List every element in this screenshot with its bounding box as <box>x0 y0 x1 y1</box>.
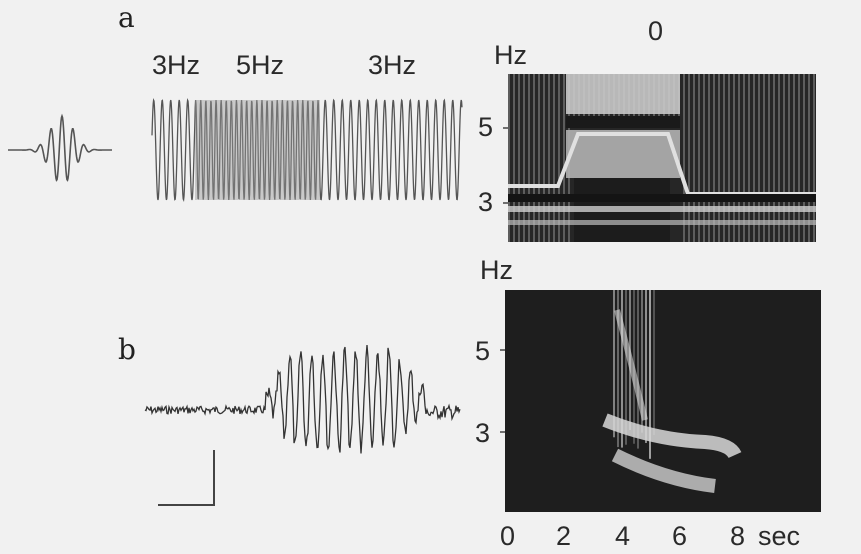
spectrogram-a-stripe <box>563 74 565 242</box>
spectrogram-a-stripe <box>728 74 730 242</box>
spectrogram-a-stripe <box>523 74 525 242</box>
spectrogram-a-stripe <box>558 74 560 242</box>
spectrogram-a-stripe <box>738 74 740 242</box>
time-tick-6: 6 <box>672 521 688 551</box>
panel-a-tick-5: 5 <box>478 112 494 142</box>
spectrogram-b-streak <box>621 290 623 448</box>
spectrogram-b-upper-band <box>602 413 742 459</box>
spectrogram-a-stripe <box>688 74 690 242</box>
spectrogram-b-streak <box>653 290 655 436</box>
spectrogram-a-stripe <box>698 74 700 242</box>
spectrogram-b-streak <box>649 290 651 459</box>
spectrogram-a-3hz-light <box>508 206 816 212</box>
spectrogram-b-streak <box>617 290 619 448</box>
spectrogram-a-stripe <box>763 74 765 242</box>
spectrogram-b-streak <box>641 290 643 433</box>
spectrogram-a-stripe <box>693 74 695 242</box>
panel-a-hz-unit: Hz <box>494 40 527 70</box>
spectrogram-a-mid-band <box>566 130 680 178</box>
panel-b-recording-trace <box>144 344 461 454</box>
spectrogram-a-stripe <box>538 74 540 242</box>
spectrogram-a-stripe <box>683 74 685 242</box>
wavelet-trace <box>8 113 112 182</box>
panel-b-spectrogram-image <box>505 290 821 512</box>
spectrogram-a-stripe <box>718 74 720 242</box>
spectrogram-a-stripe <box>748 74 750 242</box>
spectrogram-b-streak <box>645 290 647 443</box>
panel-b-tick-3: 3 <box>475 418 491 448</box>
spectrogram-a-stripe <box>808 74 810 242</box>
spectrogram-a-stripe <box>713 74 715 242</box>
panel-a-letter: a <box>118 1 135 34</box>
spectrogram-a-stripe <box>548 74 550 242</box>
time-tick-2: 2 <box>556 521 572 551</box>
spectrogram-a-stripe <box>743 74 745 242</box>
spectrogram-a-stripe <box>753 74 755 242</box>
scale-bar <box>158 450 215 506</box>
oscillation-trace <box>151 97 463 203</box>
spectrogram-a-stripe <box>798 74 800 242</box>
panel-b-spectrogram <box>505 290 821 512</box>
spectrogram-a-stripe <box>768 74 770 242</box>
time-tick-8: 8 <box>730 521 746 551</box>
spectrogram-a-3hz-dark <box>508 194 816 202</box>
spectrogram-b-sweep <box>614 309 648 421</box>
panel-a-top-label: 0 <box>648 16 664 46</box>
time-unit: sec <box>758 521 801 551</box>
spectrogram-a-stripe <box>533 74 535 242</box>
spectrogram-a-stripe <box>508 74 510 242</box>
panel-b-letter: b <box>118 333 136 366</box>
spectrogram-a-stripe <box>773 74 775 242</box>
spectrogram-a-top-band <box>566 74 680 114</box>
spectrogram-a-low-light <box>508 220 816 225</box>
panel-a-spectrogram <box>508 74 816 242</box>
spectrogram-b-lower-band <box>611 448 716 493</box>
spectrogram-a-stripe <box>758 74 760 242</box>
panel-a-spectrogram-image <box>508 74 816 242</box>
panel-b-hz-unit: Hz <box>480 255 513 285</box>
time-tick-4: 4 <box>615 521 631 551</box>
spectrogram-a-stripe <box>778 74 780 242</box>
spectrogram-a-stripe <box>813 74 815 242</box>
spectrogram-a-stripe <box>553 74 555 242</box>
spectrogram-b-streak <box>613 290 615 438</box>
spectrogram-a-stripe <box>793 74 795 242</box>
spectrogram-a-stripe <box>708 74 710 242</box>
spectrogram-a-stripe <box>723 74 725 242</box>
spectrogram-b-streak <box>637 290 639 449</box>
spectrogram-a-stripe <box>733 74 735 242</box>
spectrogram-a-stripe <box>513 74 515 242</box>
spectrogram-a-stripe <box>788 74 790 242</box>
spectrogram-a-stripe <box>803 74 805 242</box>
freq-label-first: 3Hz <box>152 50 201 80</box>
spectrogram-a-stripe <box>543 74 545 242</box>
spectrogram-a-stripe <box>518 74 520 242</box>
freq-label-middle: 5Hz <box>236 50 285 80</box>
oscillation-dense-band <box>195 100 320 200</box>
spectrogram-a-stripe <box>783 74 785 242</box>
panel-a-oscillation <box>151 97 463 203</box>
panel-b-tick-5: 5 <box>475 336 491 366</box>
spectrogram-b-streak <box>625 290 627 445</box>
time-tick-0: 0 <box>500 521 516 551</box>
spectrogram-a-5hz-band <box>566 116 680 128</box>
freq-label-last: 3Hz <box>368 50 417 80</box>
spectrogram-a-stripe <box>528 74 530 242</box>
panel-a-tick-3: 3 <box>478 187 494 217</box>
spectrogram-a-stripe <box>703 74 705 242</box>
